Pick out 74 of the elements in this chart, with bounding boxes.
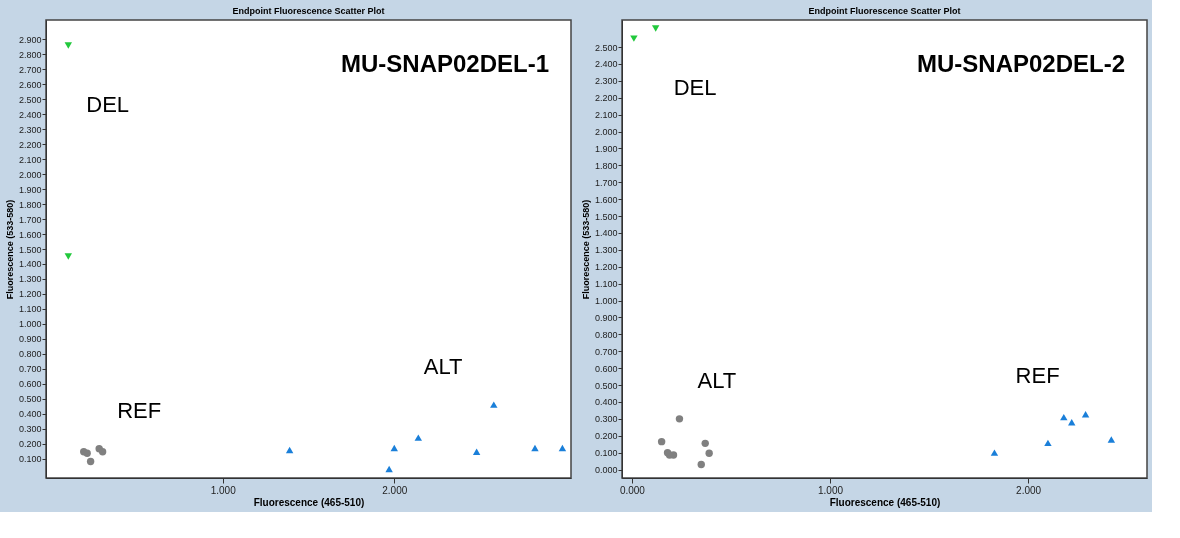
y-tick-label: 0.700	[18, 364, 42, 375]
y-tick-label: 0.200	[18, 439, 42, 450]
y-tick-label: 1.400	[18, 259, 42, 270]
y-axis-title: Fluorescence (533-580)	[4, 199, 15, 300]
annotation: REF	[117, 397, 162, 423]
y-tick-label: 0.600	[594, 363, 618, 374]
y-tick-label: 2.000	[18, 169, 42, 180]
x-axis-title: Fluorescence (465-510)	[829, 496, 941, 508]
annotation: ALT	[697, 367, 737, 393]
text: MU-SNAP02DEL-2	[916, 50, 1125, 77]
y-tick-label: 1.200	[594, 262, 618, 273]
y-tick-label: 0.100	[594, 448, 618, 459]
x-tick-label: 0.000	[619, 484, 646, 496]
y-tick-label: 0.800	[18, 349, 42, 360]
chart-title: Endpoint Fluorescence Scatter Plot	[808, 6, 961, 16]
x-tick-label: 2.000	[1016, 484, 1042, 496]
y-tick-label: 0.900	[18, 334, 42, 345]
y-tick-label: 1.000	[18, 319, 42, 330]
y-tick-label: 1.600	[18, 229, 42, 240]
y-tick-label: 2.800	[18, 49, 42, 60]
chart-title: Endpoint Fluorescence Scatter Plot	[232, 6, 385, 16]
y-tick-label: 0.300	[18, 424, 42, 435]
y-tick-label: 1.800	[18, 199, 42, 210]
y-tick-label: 0.000	[594, 465, 618, 476]
y-tick-label: 2.400	[18, 109, 42, 120]
y-tick-label: 1.600	[594, 194, 618, 205]
y-tick-label: 1.800	[594, 160, 618, 171]
y-tick-label: 1.100	[18, 304, 42, 315]
y-tick-label: 0.700	[594, 346, 618, 357]
y-axis-title: Fluorescence (533-580)	[580, 199, 591, 300]
x-tick-label: 1.000	[818, 484, 844, 496]
y-tick-label: 1.000	[594, 296, 618, 307]
text: MU-SNAP02DEL-1	[340, 50, 549, 77]
x-tick-label: 2.000	[382, 484, 408, 496]
y-tick-label: 0.400	[594, 397, 618, 408]
x-tick-label: 1.000	[210, 484, 237, 496]
y-tick-label: 1.500	[594, 211, 618, 222]
y-tick-label: 2.000	[594, 127, 618, 138]
y-tick-label: 0.500	[594, 380, 618, 391]
y-tick-label: 0.900	[594, 312, 618, 323]
y-tick-label: 2.100	[594, 110, 618, 121]
y-tick-label: 2.700	[18, 64, 42, 75]
annotation: ALT	[423, 353, 463, 379]
y-tick-label: 1.900	[18, 184, 42, 195]
y-tick-label: 1.900	[594, 143, 618, 154]
y-tick-label: 2.500	[594, 42, 618, 53]
y-tick-label: 2.500	[18, 94, 42, 105]
y-tick-label: 0.600	[18, 379, 42, 390]
y-tick-label: 1.300	[18, 274, 42, 285]
x-axis-title: Fluorescence (465-510)	[253, 496, 365, 508]
y-tick-label: 0.300	[594, 414, 618, 425]
y-tick-label: 1.200	[18, 289, 42, 300]
y-tick-label: 2.900	[18, 34, 42, 45]
y-tick-label: 1.700	[18, 214, 42, 225]
y-tick-label: 0.800	[594, 329, 618, 340]
y-tick-label: 2.200	[18, 139, 42, 150]
annotation: DEL	[86, 92, 130, 118]
y-tick-label: 0.200	[594, 431, 618, 442]
annotation: REF	[1015, 363, 1060, 389]
annotation: DEL	[673, 75, 717, 101]
y-tick-label: 2.400	[594, 59, 618, 70]
y-tick-label: 0.400	[18, 409, 42, 420]
y-tick-label: 1.500	[18, 244, 42, 255]
y-tick-label: 0.100	[18, 454, 42, 465]
y-tick-label: 2.200	[594, 93, 618, 104]
y-tick-label: 1.300	[594, 245, 618, 256]
y-tick-label: 2.600	[18, 79, 42, 90]
y-tick-label: 1.400	[594, 228, 618, 239]
y-tick-label: 1.100	[594, 279, 618, 290]
y-tick-label: 0.500	[18, 394, 42, 405]
y-tick-label: 2.100	[18, 154, 42, 165]
y-tick-label: 1.700	[594, 177, 618, 188]
y-tick-label: 2.300	[594, 76, 618, 87]
y-tick-label: 2.300	[18, 124, 42, 135]
